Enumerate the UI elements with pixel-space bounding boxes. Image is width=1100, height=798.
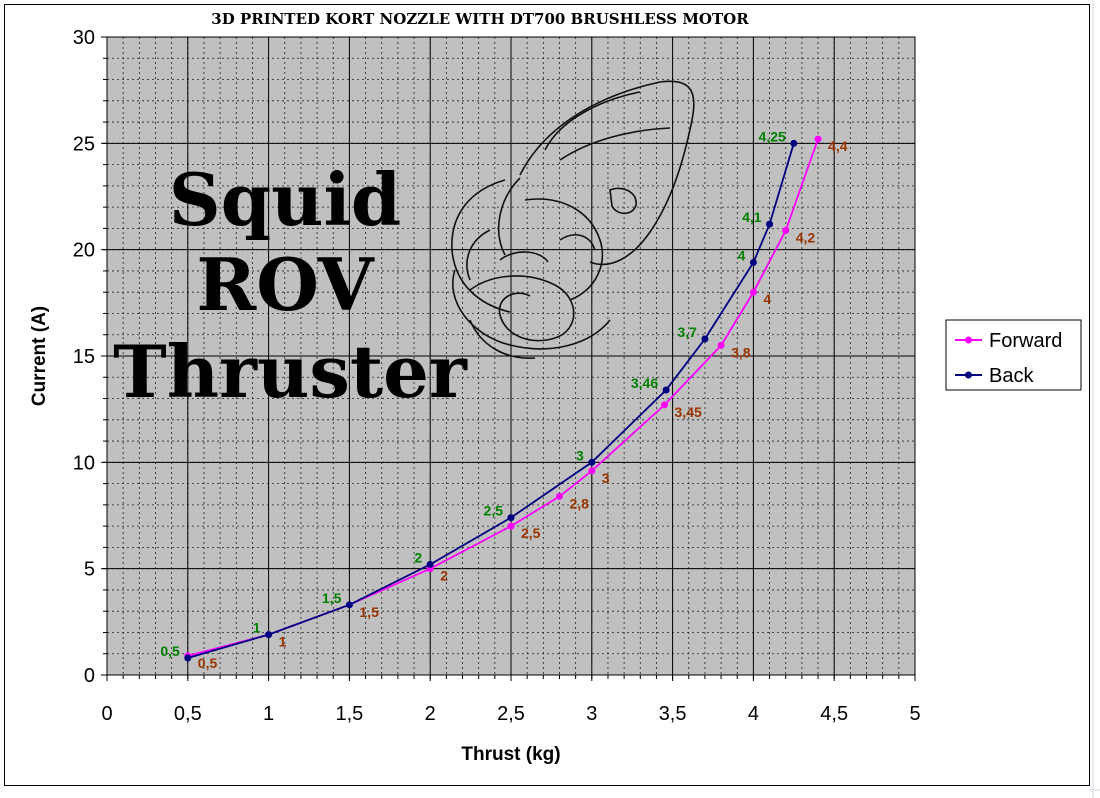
x-tick-label: 4: [748, 703, 759, 725]
data-label-forward: 4,4: [828, 138, 848, 154]
data-point-forward: [588, 467, 596, 475]
data-label-forward: 3,8: [731, 344, 751, 360]
legend-label-back: Back: [989, 365, 1034, 387]
brand-line-2: ROV: [196, 242, 374, 327]
data-point-back: [749, 258, 757, 266]
data-point-back: [426, 560, 434, 568]
y-tick-label: 30: [73, 27, 95, 49]
data-label-forward: 4,2: [796, 230, 816, 246]
data-label-forward: 2: [440, 568, 448, 584]
data-point-back: [790, 139, 798, 147]
data-label-back: 4: [738, 247, 746, 263]
legend: Forward Back: [945, 319, 1082, 391]
data-label-back: 3,7: [677, 324, 697, 340]
data-label-forward: 2,5: [521, 525, 541, 541]
data-label-forward: 2,8: [569, 495, 589, 511]
brand-line-1: Squid: [169, 157, 401, 242]
data-point-forward: [507, 522, 515, 530]
x-tick-label: 2,5: [497, 703, 525, 725]
data-label-back: 2,5: [484, 503, 504, 519]
data-label-forward: 4: [763, 291, 771, 307]
series-points: [184, 135, 822, 662]
y-tick-label: 10: [73, 452, 95, 474]
y-tick-label: 20: [73, 240, 95, 262]
data-point-forward: [782, 227, 790, 235]
data-point-forward: [661, 401, 669, 409]
data-label-back: 0,5: [160, 643, 180, 659]
legend-marker-back: [965, 371, 972, 379]
y-tick-label: 5: [84, 559, 95, 581]
data-point-forward: [717, 341, 725, 349]
data-point-back: [345, 601, 353, 609]
data-point-forward: [749, 288, 757, 296]
data-label-back: 3,46: [631, 375, 658, 391]
data-label-forward: 1: [279, 634, 287, 650]
y-tick-label: 25: [73, 133, 95, 155]
x-tick-label: 4,5: [820, 703, 848, 725]
data-point-forward: [814, 135, 822, 143]
data-point-back: [662, 386, 670, 394]
data-label-forward: 0,5: [198, 655, 218, 671]
brand-line-3: Thruster: [113, 329, 468, 414]
x-tick-label: 1,5: [335, 703, 363, 725]
x-tick-label: 5: [909, 703, 920, 725]
x-tick-label: 3,5: [659, 703, 687, 725]
x-tick-label: 3: [586, 703, 597, 725]
y-axis-title: Current (A): [29, 306, 50, 406]
data-point-back: [701, 335, 709, 343]
chart-title: 3D PRINTED KORT NOZZLE WITH DT700 BRUSHL…: [211, 10, 749, 28]
x-tick-label: 0,5: [174, 703, 202, 725]
data-point-back: [507, 514, 515, 522]
data-label-back: 3: [576, 447, 584, 463]
data-label-back: 1: [253, 620, 261, 636]
x-axis-title: Thrust (kg): [461, 744, 560, 765]
data-label-back: 4,1: [742, 209, 762, 225]
data-point-back: [265, 631, 273, 639]
axis-ticks: 0 0,5 1 1,5 2 2,5 3 3,5 4 4,5 5 0 5 10 15 20 25 30: [73, 27, 921, 725]
legend-label-forward: Forward: [989, 330, 1062, 352]
x-tick-label: 1: [263, 703, 274, 725]
x-tick-label: 0: [101, 703, 112, 725]
branding-text: Squid ROV Thruster: [113, 157, 468, 414]
data-labels: 0,5 1 1,5 2 2,5 2,8 3 3,45 3,8 4 4,2 4,4 0,5 1 1,5 2 2,5…: [160, 128, 847, 671]
squid-sketch-icon: [451, 80, 695, 359]
y-tick-label: 0: [84, 665, 95, 687]
data-label-forward: 1,5: [359, 604, 379, 620]
data-point-back: [184, 654, 192, 662]
data-label-forward: 3: [602, 470, 610, 486]
sheet-gridlines: [1090, 0, 1100, 798]
y-tick-label: 15: [73, 346, 95, 368]
data-point-back: [588, 458, 596, 466]
x-tick-label: 2: [425, 703, 436, 725]
legend-marker-forward: [965, 336, 972, 344]
data-point-back: [766, 220, 774, 228]
data-label-forward: 3,45: [675, 404, 702, 420]
data-point-forward: [555, 492, 563, 500]
data-label-back: 1,5: [322, 590, 342, 606]
data-label-back: 2: [414, 549, 422, 565]
data-label-back: 4,25: [759, 128, 786, 144]
